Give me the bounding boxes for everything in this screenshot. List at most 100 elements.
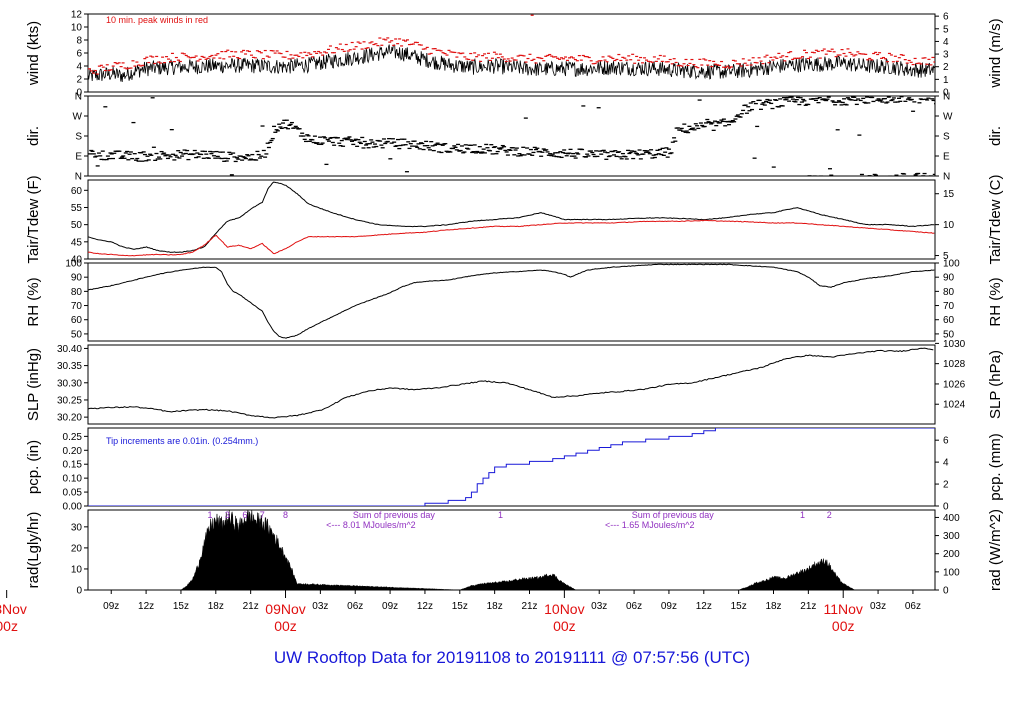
dir-mark (858, 99, 863, 102)
gust-mark (684, 58, 688, 61)
dir-mark (318, 136, 323, 138)
gust-mark (350, 41, 354, 44)
dir-mark (618, 156, 623, 158)
dir-mark (710, 122, 715, 124)
dir-mark (128, 151, 133, 153)
x-tick-label: 18z (208, 601, 224, 612)
gust-mark (623, 57, 627, 59)
dir-mark (801, 98, 806, 101)
dir-mark (260, 125, 265, 127)
gust-mark (670, 63, 674, 65)
dir-mark (94, 155, 99, 157)
y-tick-label-left: 55 (71, 203, 83, 214)
gust-mark (88, 68, 91, 70)
gust-mark (188, 57, 192, 59)
dir-mark (153, 159, 158, 161)
gust-mark (585, 56, 589, 58)
dir-mark (627, 152, 632, 155)
gust-mark (882, 56, 886, 59)
dir-mark (597, 150, 602, 152)
dir-mark (702, 125, 707, 128)
dir-mark (571, 152, 576, 155)
gust-mark (619, 59, 623, 62)
gust-mark (793, 57, 797, 59)
gust-mark (599, 60, 603, 62)
dir-mark (416, 143, 421, 145)
gust-mark (787, 51, 791, 54)
dir-mark (820, 98, 825, 101)
x-tick-label: 09z (382, 601, 398, 612)
dir-mark (826, 96, 831, 98)
dir-mark (99, 158, 104, 161)
gust-mark (872, 52, 876, 55)
plot-area (88, 347, 934, 419)
dir-mark (787, 100, 792, 102)
dir-mark (249, 158, 254, 160)
dir-mark (812, 175, 817, 176)
panel-frame (87, 95, 936, 177)
gust-mark (919, 63, 923, 65)
dir-mark (649, 149, 654, 151)
gust-mark (785, 55, 789, 58)
dir-mark (752, 157, 757, 159)
series-pcp-0 (88, 428, 935, 506)
gust-mark (915, 62, 919, 65)
dir-mark (477, 146, 482, 148)
dir-mark (642, 149, 647, 152)
dir-mark (439, 151, 444, 154)
gust-mark (155, 55, 159, 58)
gust-mark (627, 55, 631, 57)
dir-mark (388, 158, 393, 160)
gust-mark (283, 56, 287, 58)
gust-mark (733, 60, 737, 62)
y-tick-label-left: 30.20 (57, 413, 82, 424)
dir-mark (652, 156, 657, 159)
dir-mark (362, 140, 367, 143)
gust-mark (810, 51, 814, 53)
dir-mark (934, 103, 935, 105)
dir-mark (470, 151, 475, 154)
gust-mark (238, 57, 242, 60)
dir-mark (806, 103, 811, 106)
gust-mark (656, 58, 660, 60)
gust-mark (735, 63, 739, 65)
y-tick-label-left: 30.30 (57, 378, 82, 389)
gust-mark (789, 51, 793, 53)
dir-mark (557, 156, 562, 158)
dir-mark (926, 97, 931, 99)
dir-mark (576, 153, 581, 155)
dir-mark (785, 96, 790, 99)
gust-mark (216, 53, 220, 55)
dir-mark (103, 106, 108, 108)
dir-mark (93, 156, 98, 158)
y-tick-label-left: E (75, 152, 82, 163)
gust-mark (455, 56, 459, 58)
gust-mark (494, 53, 498, 55)
gust-mark (747, 59, 751, 61)
dir-mark (784, 98, 789, 100)
dir-mark (255, 150, 260, 153)
dir-mark (191, 153, 196, 155)
gust-mark (852, 55, 856, 57)
gust-mark (842, 52, 846, 55)
y-axis-label-left: SLP (inHg) (25, 348, 42, 421)
dir-mark (831, 101, 836, 103)
gust-mark (824, 53, 828, 55)
gust-mark (463, 56, 467, 58)
dir-mark (365, 143, 370, 145)
y-tick-label-right: 400 (943, 513, 960, 524)
dir-mark (802, 100, 807, 102)
gust-mark (850, 53, 854, 55)
gust-mark (808, 56, 812, 58)
dir-mark (751, 101, 756, 103)
gust-mark (658, 54, 662, 57)
y-tick-label-left: 12 (71, 10, 83, 21)
dir-mark (605, 152, 610, 154)
dir-mark (499, 147, 504, 149)
dir-mark (150, 97, 155, 99)
dir-mark (142, 153, 147, 156)
dir-mark (275, 130, 280, 132)
